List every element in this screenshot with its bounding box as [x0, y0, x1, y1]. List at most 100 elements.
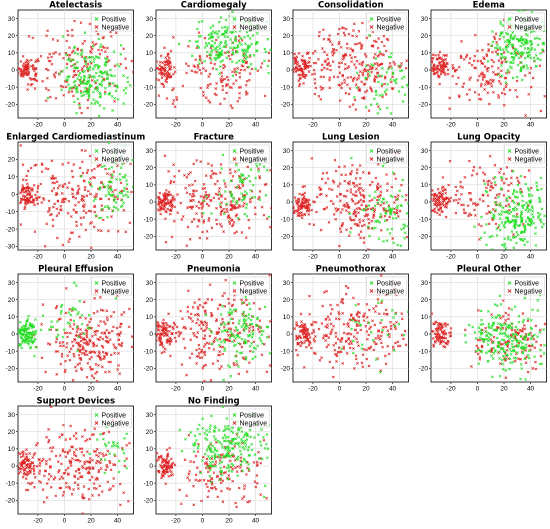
negative-point	[431, 197, 435, 201]
negative-point	[370, 44, 374, 48]
negative-point	[341, 362, 345, 365]
y-tick-label: 30	[283, 280, 291, 287]
negative-point	[33, 203, 36, 207]
negative-point	[50, 189, 54, 193]
positive-point	[230, 41, 234, 45]
negative-point	[202, 301, 206, 305]
positive-point	[515, 37, 518, 41]
negative-point	[55, 328, 58, 332]
positive-point	[24, 329, 28, 332]
negative-point	[377, 105, 380, 108]
negative-point	[205, 297, 209, 301]
negative-point	[459, 40, 463, 43]
negative-point	[79, 21, 83, 25]
positive-point	[244, 319, 247, 322]
negative-point	[336, 303, 339, 307]
negative-point	[338, 244, 341, 248]
negative-point	[101, 346, 105, 349]
negative-point	[493, 163, 496, 167]
negative-point	[501, 299, 505, 302]
y-tick-label: -10	[281, 348, 291, 355]
positive-point	[220, 26, 224, 30]
negative-point	[521, 312, 524, 315]
negative-point	[389, 327, 393, 331]
positive-point	[498, 204, 502, 208]
negative-point	[55, 180, 59, 184]
positive-point	[248, 322, 252, 326]
negative-point	[41, 79, 44, 83]
positive-point	[519, 61, 523, 64]
negative-point	[72, 195, 75, 199]
negative-point	[79, 348, 82, 352]
negative-point	[402, 337, 405, 341]
negative-point	[334, 341, 338, 345]
positive-point	[498, 374, 501, 378]
negative-point	[25, 174, 28, 178]
positive-point	[381, 164, 385, 168]
negative-point	[304, 339, 307, 342]
negative-point	[382, 312, 386, 316]
negative-point	[101, 309, 105, 312]
negative-point	[315, 195, 319, 199]
negative-point	[341, 301, 345, 305]
x-tick-label: -20	[308, 254, 318, 261]
negative-point	[256, 167, 260, 171]
x-tick-label: 0	[475, 386, 479, 393]
negative-point	[81, 347, 85, 351]
positive-point	[519, 217, 523, 221]
negative-point	[219, 201, 223, 204]
positive-point	[222, 45, 225, 49]
negative-point	[371, 180, 374, 184]
negative-point	[486, 66, 490, 70]
positive-point	[231, 52, 235, 56]
negative-point	[59, 344, 62, 348]
positive-point	[23, 330, 27, 334]
positive-point	[248, 307, 252, 311]
negative-point	[33, 164, 37, 167]
negative-point	[331, 53, 335, 57]
negative-point	[306, 206, 310, 210]
negative-point	[338, 182, 342, 185]
negative-point	[369, 325, 373, 329]
negative-point	[19, 223, 23, 226]
negative-point	[513, 344, 517, 348]
positive-point	[378, 50, 382, 54]
negative-point	[326, 323, 329, 326]
negative-point	[248, 72, 251, 75]
positive-point	[94, 55, 98, 58]
positive-point	[88, 73, 91, 77]
negative-point	[539, 354, 542, 358]
positive-point	[374, 358, 378, 361]
positive-point	[209, 58, 213, 62]
negative-point	[202, 353, 206, 357]
positive-point	[98, 82, 101, 86]
positive-point	[241, 301, 244, 305]
negative-point	[387, 332, 391, 336]
positive-point	[512, 47, 516, 51]
negative-point	[388, 215, 392, 219]
negative-point	[161, 193, 165, 196]
negative-point	[446, 72, 450, 76]
positive-point	[82, 78, 86, 81]
negative-point	[199, 327, 203, 331]
negative-point	[72, 163, 76, 166]
negative-point	[71, 344, 75, 348]
negative-point	[443, 58, 447, 61]
positive-point	[498, 46, 501, 49]
negative-point	[194, 204, 198, 208]
positive-point	[536, 211, 540, 215]
negative-point	[493, 37, 496, 41]
negative-point	[293, 196, 297, 199]
negative-point	[503, 311, 507, 315]
negative-point	[168, 193, 172, 197]
negative-point	[159, 328, 163, 332]
negative-point	[89, 317, 93, 321]
negative-point	[357, 319, 361, 323]
positive-point	[226, 311, 230, 314]
negative-point	[331, 375, 335, 379]
negative-point	[343, 53, 347, 57]
positive-point	[539, 207, 543, 211]
positive-point	[234, 163, 238, 167]
negative-point	[170, 325, 174, 329]
